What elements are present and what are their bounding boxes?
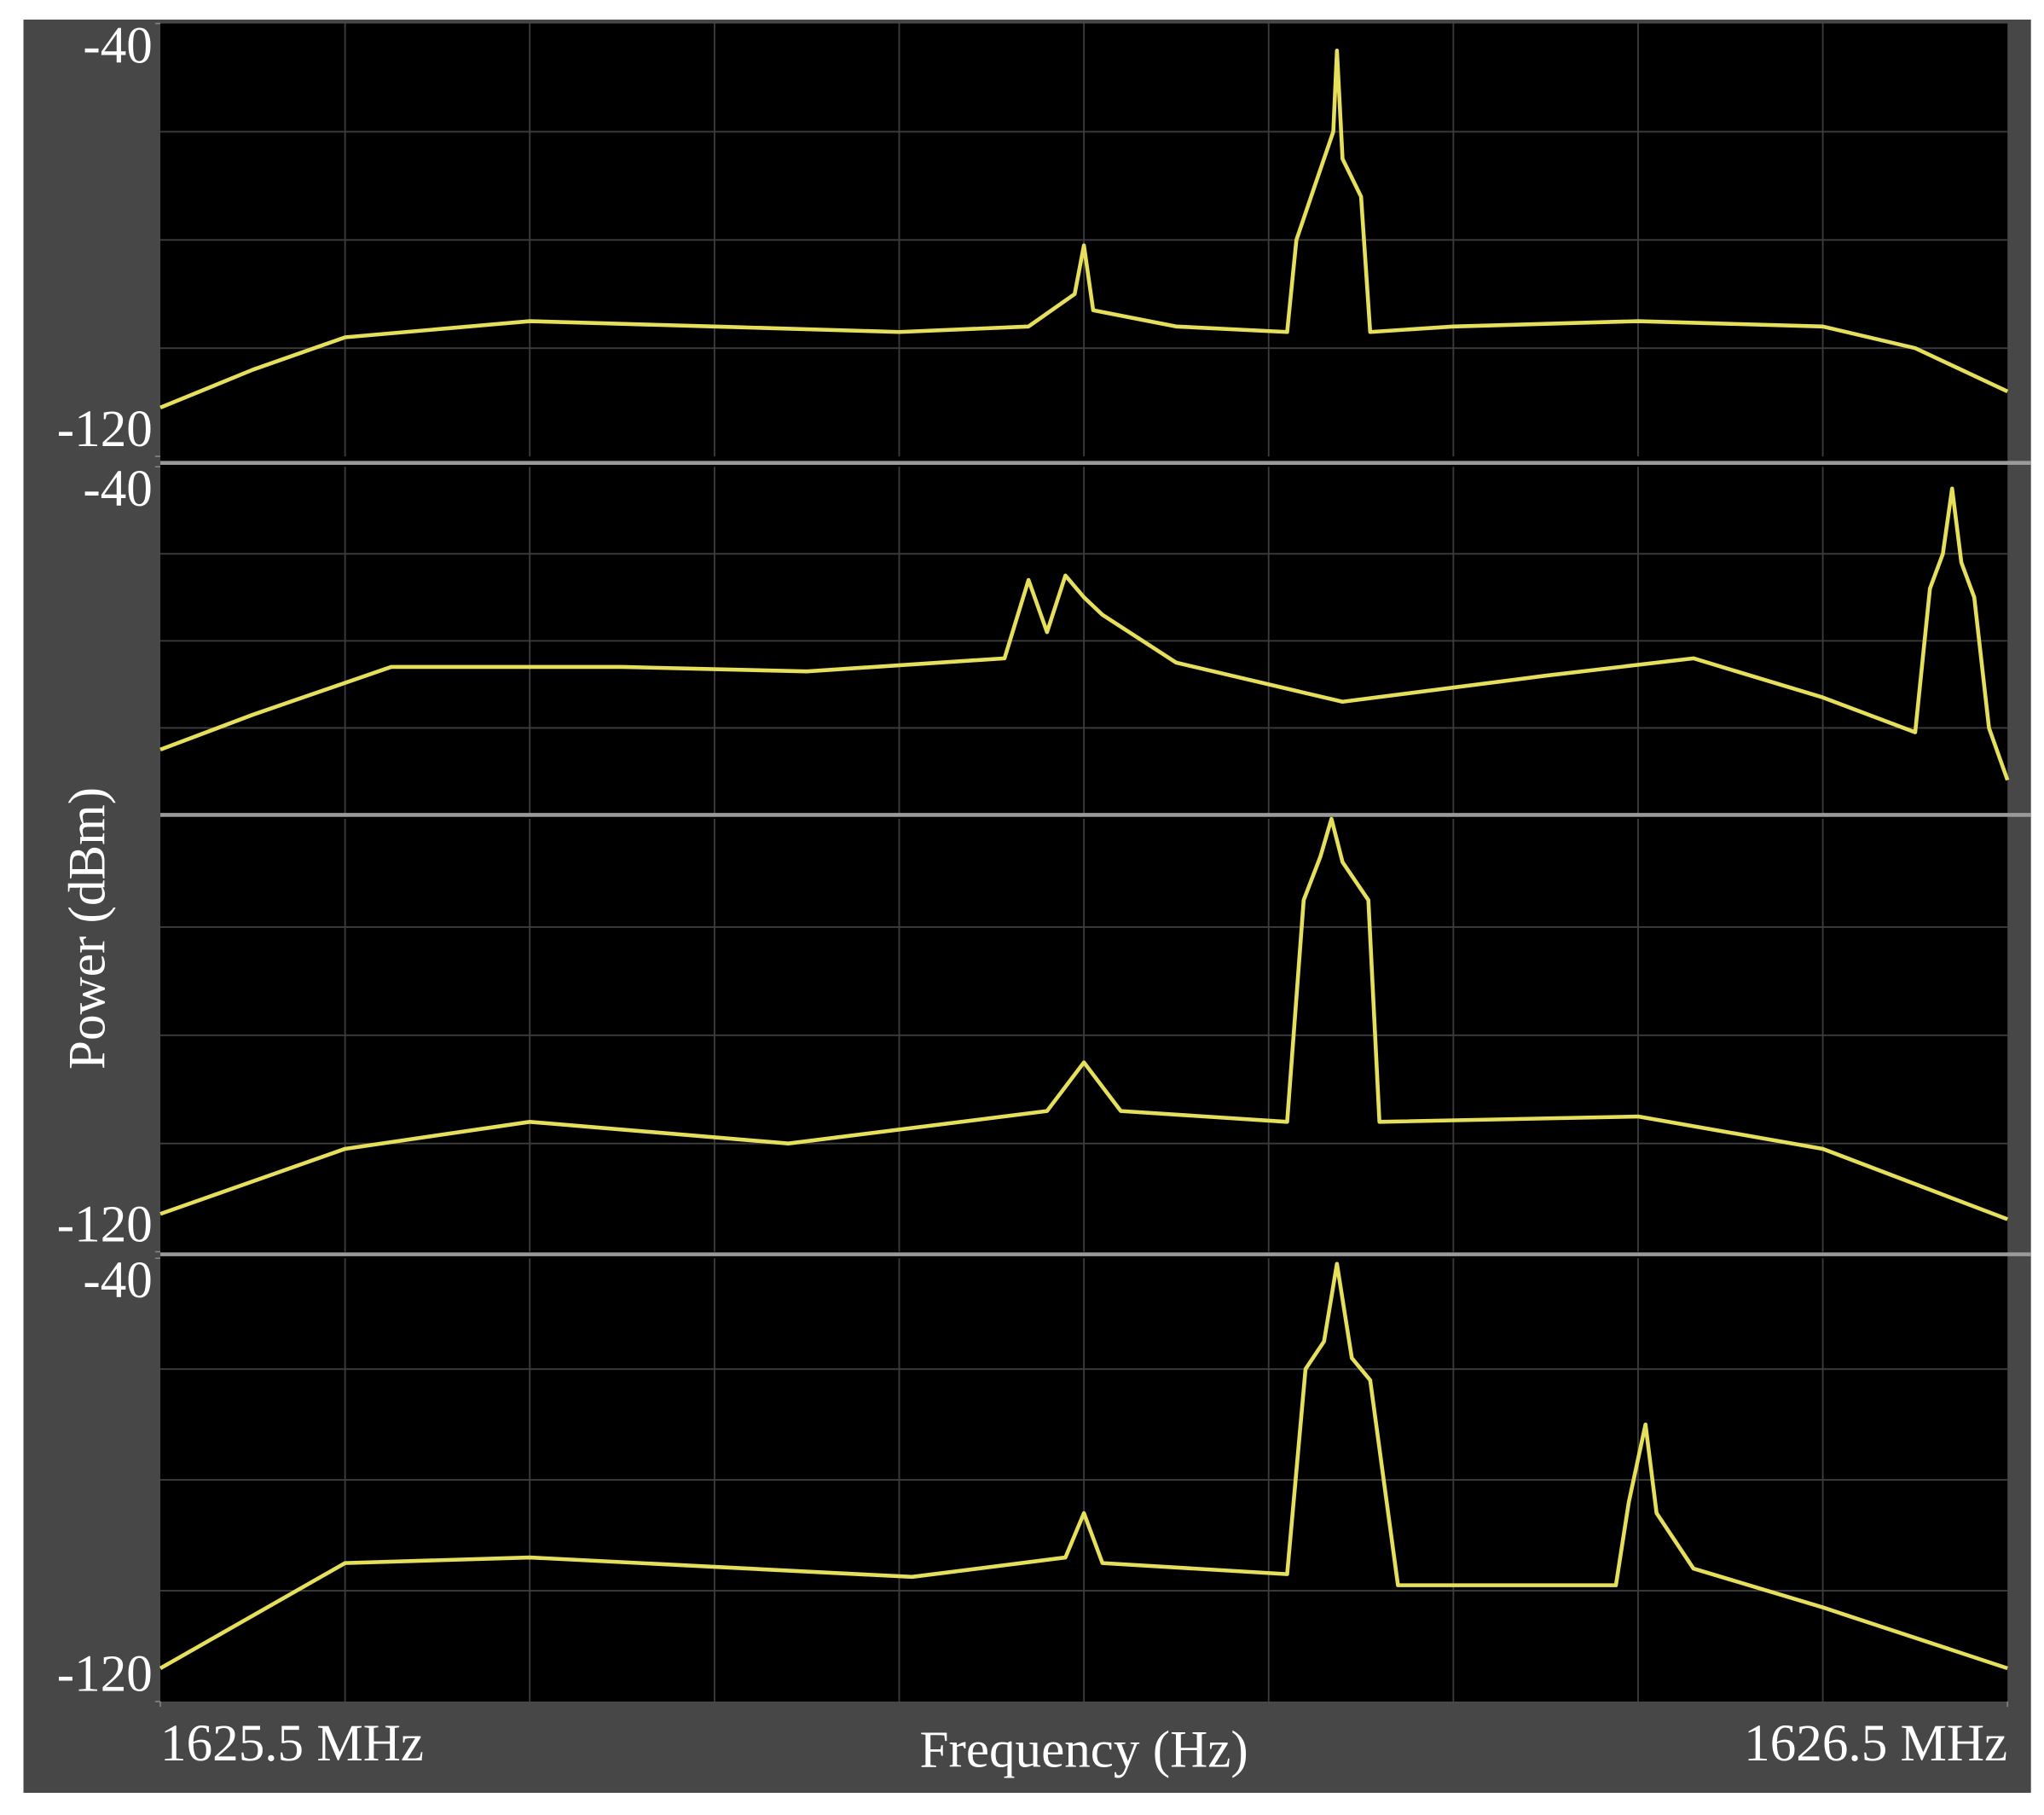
spectrum-trace (159, 1261, 2008, 1671)
y-tick-label: -40 (83, 17, 152, 74)
y-tick-label: -120 (57, 401, 153, 458)
y-tick-label: -120 (57, 1196, 153, 1253)
y-tick-label: -40 (83, 1252, 152, 1309)
x-tick-label: 1625.5 MHz (160, 1715, 424, 1772)
x-tick-label: 1626.5 MHz (1744, 1715, 2007, 1772)
y-tick-label: -120 (57, 1646, 153, 1703)
y-tick-label: -40 (83, 461, 152, 518)
spectrum-trace (159, 486, 2010, 781)
y-axis-label: Power (dBm) (59, 787, 116, 1070)
x-axis-label: Frequency (Hz) (919, 1721, 1248, 1778)
spectrum-trace (159, 816, 2009, 1221)
spectrum-trace (159, 49, 2009, 410)
